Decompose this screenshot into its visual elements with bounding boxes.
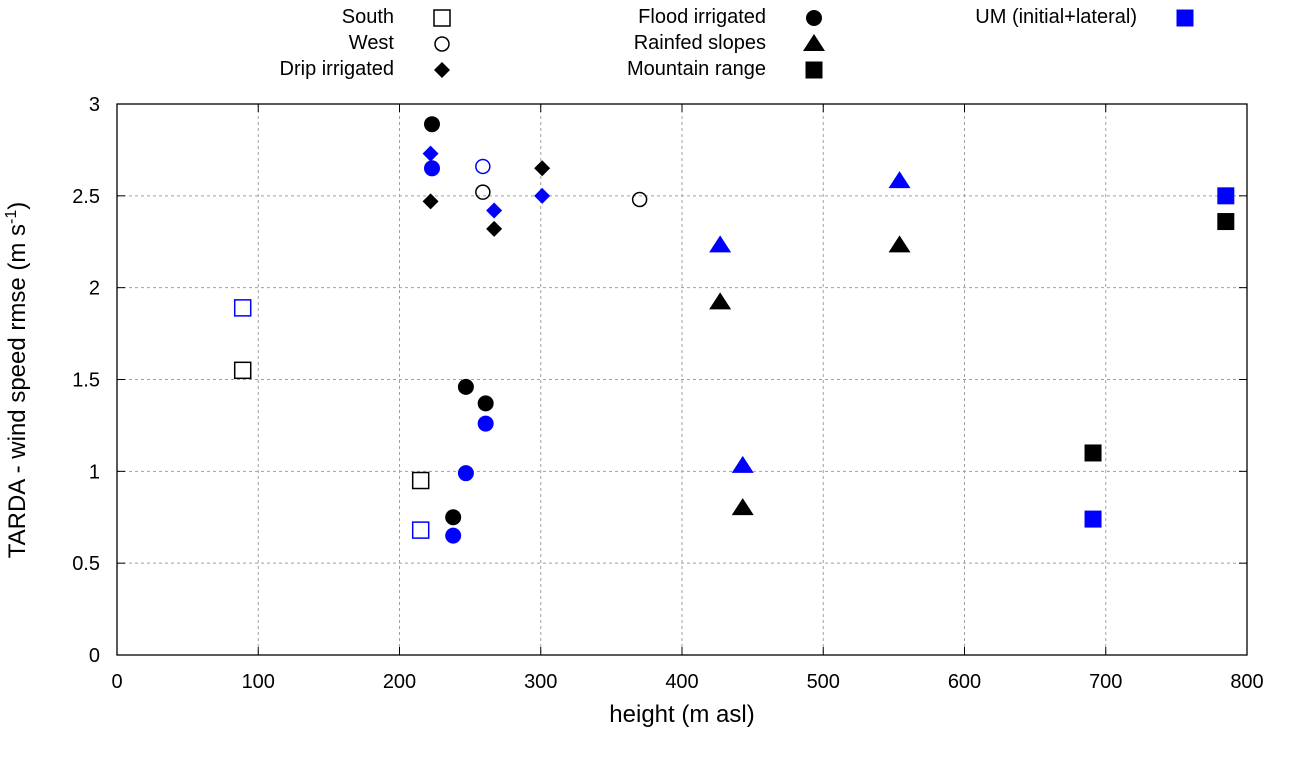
legend-marker-mountain-range <box>805 61 823 79</box>
point-drip-irrigated-tarda <box>534 160 551 177</box>
x-axis-label: height (m asl) <box>609 701 754 728</box>
legend-label: South <box>342 6 394 28</box>
y-tick-label: 0 <box>89 645 100 667</box>
point-mountain-range-um <box>1084 510 1102 528</box>
y-tick-label: 3 <box>89 94 100 116</box>
y-tick-label: 0.5 <box>72 553 100 575</box>
legend: South West Drip irrigated Flood irrigated Ra… <box>280 6 1194 80</box>
x-tick-label: 500 <box>807 671 840 693</box>
legend-label: Mountain range <box>627 58 766 80</box>
y-tick-label: 2.5 <box>72 186 100 208</box>
point-rainfed-slopes-um <box>731 455 754 473</box>
legend-label: Flood irrigated <box>638 6 766 28</box>
y-tick-label: 2 <box>89 278 100 300</box>
point-mountain-range-um <box>1217 187 1235 205</box>
point-flood-irrigated-tarda <box>423 116 440 133</box>
point-flood-irrigated-tarda <box>477 395 494 412</box>
tick-labels: 0 100 200 300 400 500 600 700 800 0 0.5 1 1.5 2 2.5 3 <box>72 94 1264 693</box>
legend-marker-west <box>434 36 450 52</box>
y-tick-label: 1.5 <box>72 370 100 392</box>
y-axis-label-superscript: -1 <box>3 210 20 224</box>
legend-marker-drip-irrigated <box>434 62 450 78</box>
legend-label: Rainfed slopes <box>634 32 766 54</box>
point-drip-irrigated-um <box>534 187 551 204</box>
y-axis-label: TARDA - wind speed rmse (m s-1) <box>3 202 31 559</box>
point-drip-irrigated-um <box>486 202 503 219</box>
x-tick-label: 200 <box>383 671 416 693</box>
x-tick-label: 0 <box>111 671 122 693</box>
x-tick-label: 600 <box>948 671 981 693</box>
legend-marker-rainfed-slopes <box>803 34 825 51</box>
point-rainfed-slopes-tarda <box>888 235 911 253</box>
data-points <box>233 116 1235 544</box>
grid <box>117 104 1247 655</box>
point-west-um <box>475 158 491 175</box>
point-south-tarda <box>233 361 252 380</box>
x-tick-label: 700 <box>1089 671 1122 693</box>
x-tick-label: 100 <box>242 671 275 693</box>
point-flood-irrigated-tarda <box>457 378 474 395</box>
axes <box>116 103 1248 656</box>
x-tick-label: 300 <box>524 671 557 693</box>
point-flood-irrigated-um <box>423 160 440 177</box>
y-axis-label-suffix: ) <box>4 202 31 210</box>
point-flood-irrigated-tarda <box>445 509 462 526</box>
legend-label: West <box>349 32 395 54</box>
y-axis-label-main: TARDA - wind speed rmse (m s <box>4 224 31 558</box>
point-rainfed-slopes-tarda <box>731 498 754 516</box>
point-drip-irrigated-um <box>422 145 439 162</box>
point-drip-irrigated-tarda <box>422 193 439 210</box>
x-tick-label: 800 <box>1230 671 1263 693</box>
legend-label: Drip irrigated <box>280 58 394 80</box>
point-flood-irrigated-um <box>445 527 462 544</box>
legend-marker-um-initial-lateral- <box>1176 9 1194 27</box>
point-south-tarda <box>411 471 430 490</box>
legend-label: UM (initial+lateral) <box>975 6 1137 28</box>
point-mountain-range-tarda <box>1217 213 1235 231</box>
point-west-tarda <box>475 184 491 200</box>
point-flood-irrigated-um <box>457 465 474 482</box>
point-rainfed-slopes-um <box>709 235 732 253</box>
point-flood-irrigated-um <box>477 415 494 432</box>
y-tick-label: 1 <box>89 461 100 483</box>
legend-marker-south <box>433 9 451 27</box>
point-mountain-range-tarda <box>1084 444 1102 462</box>
point-south-um <box>411 521 430 539</box>
point-rainfed-slopes-um <box>888 171 911 189</box>
point-south-um <box>233 299 252 317</box>
point-drip-irrigated-tarda <box>486 220 503 237</box>
legend-marker-flood-irrigated <box>806 10 822 26</box>
point-west-tarda <box>631 191 648 208</box>
point-rainfed-slopes-tarda <box>709 292 732 310</box>
x-tick-label: 400 <box>665 671 698 693</box>
